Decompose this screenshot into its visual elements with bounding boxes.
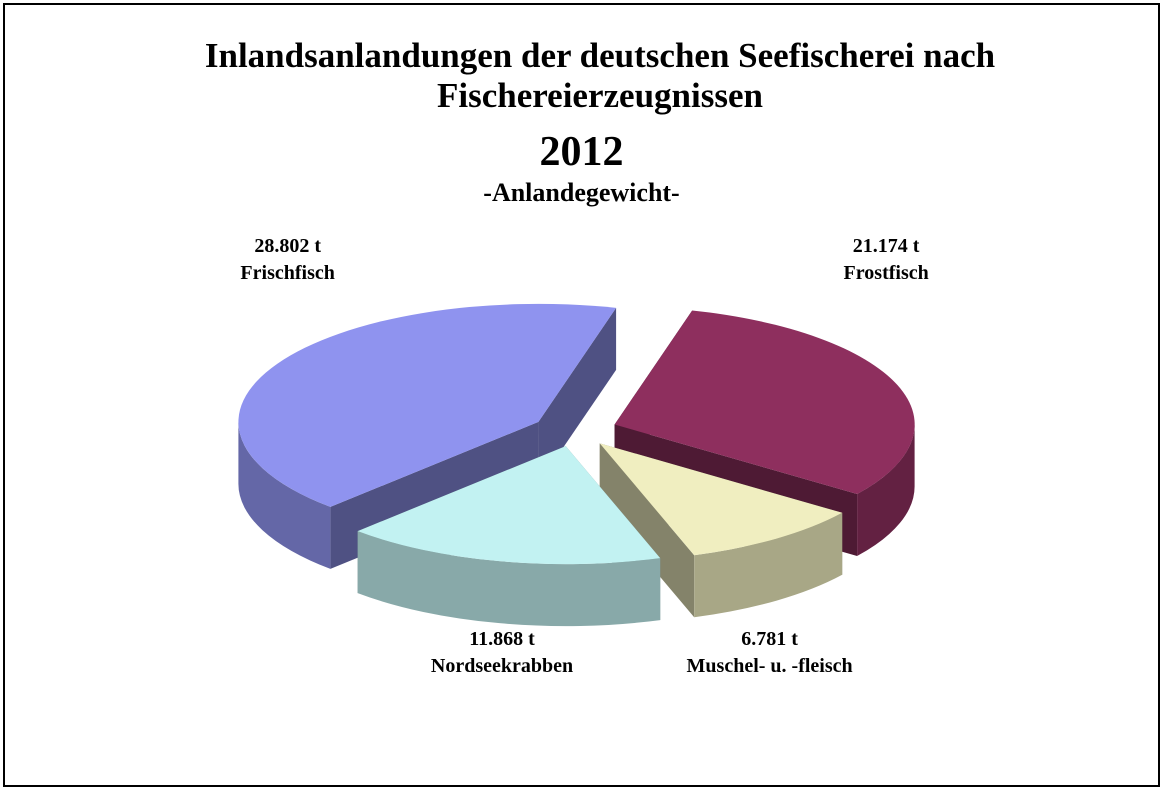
slice-wall (238, 421, 331, 569)
slice-wall (357, 531, 661, 627)
slice (614, 310, 915, 494)
slice-side (538, 307, 617, 484)
slice-wall (694, 512, 843, 618)
chart-title: Inlandsanlandungen der deutschen Seefisc… (204, 36, 996, 115)
slice-wall (857, 424, 915, 556)
category-label: Nordseekrabben (431, 655, 573, 677)
chart-subtitle: 2012 (539, 129, 624, 175)
data-label: 11.868 t (469, 628, 535, 650)
category-label: Muschel- u. -fleisch (687, 655, 853, 677)
slice (357, 446, 661, 565)
slice-side (599, 443, 695, 618)
category-label: Frischfisch (240, 262, 334, 284)
slice (238, 303, 617, 507)
data-label: 21.174 t (853, 235, 920, 257)
data-label: 28.802 t (254, 235, 321, 257)
data-label: 6.781 t (741, 628, 798, 650)
chart-subtitle: -Anlandegewicht- (483, 178, 680, 207)
frame (3, 3, 1160, 787)
category-label: Frostfisch (844, 262, 929, 284)
slice (599, 443, 843, 556)
